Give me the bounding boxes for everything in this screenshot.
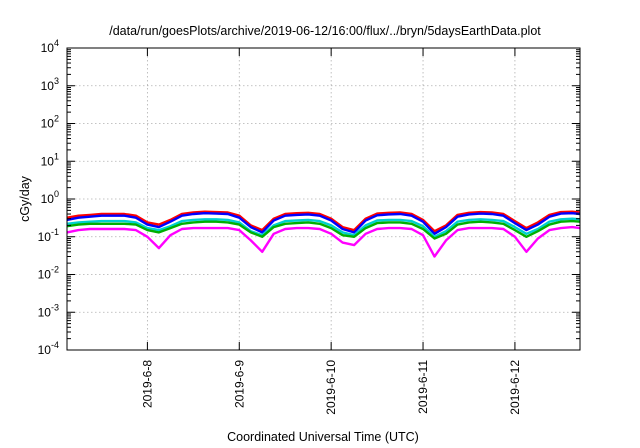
plot-frame xyxy=(66,47,581,351)
chart-title: /data/run/goesPlots/archive/2019-06-12/1… xyxy=(109,24,541,38)
series-group xyxy=(66,210,581,258)
y-tick-label: 10-2 xyxy=(38,265,59,282)
series-line-4 xyxy=(66,219,581,240)
y-tick-label: 104 xyxy=(41,38,59,55)
x-axis: 2019-6-8 2019-6-9 2019-6-10 2019-6-11 2019-6… xyxy=(140,48,522,415)
y-tick-label: 103 xyxy=(41,76,59,93)
y-tick-label: 10-3 xyxy=(38,302,59,319)
x-tick-label: 2019-6-10 xyxy=(324,360,338,415)
y-tick-label: 100 xyxy=(41,189,59,206)
y-tick-label: 102 xyxy=(41,114,59,131)
x-axis-label: Coordinated Universal Time (UTC) xyxy=(227,430,419,444)
y-tick-label: 10-4 xyxy=(38,340,59,357)
x-tick-label: 2019-6-9 xyxy=(232,360,246,408)
x-tick-label: 2019-6-11 xyxy=(416,360,430,414)
y-axis-label: cGy/day xyxy=(18,175,32,222)
series-line-3 xyxy=(66,217,581,239)
series-line-2 xyxy=(66,211,581,236)
y-tick-label: 101 xyxy=(41,151,59,168)
series-line-1 xyxy=(66,210,581,233)
y-axis: 10-4 10-3 10-2 10-1 100 101 102 103 104 xyxy=(38,38,580,357)
series-line-5 xyxy=(66,225,581,258)
y-tick-label: 10-1 xyxy=(38,227,59,244)
grid-lines xyxy=(67,48,580,350)
x-tick-label: 2019-6-12 xyxy=(508,360,522,415)
x-tick-label: 2019-6-8 xyxy=(140,360,154,408)
